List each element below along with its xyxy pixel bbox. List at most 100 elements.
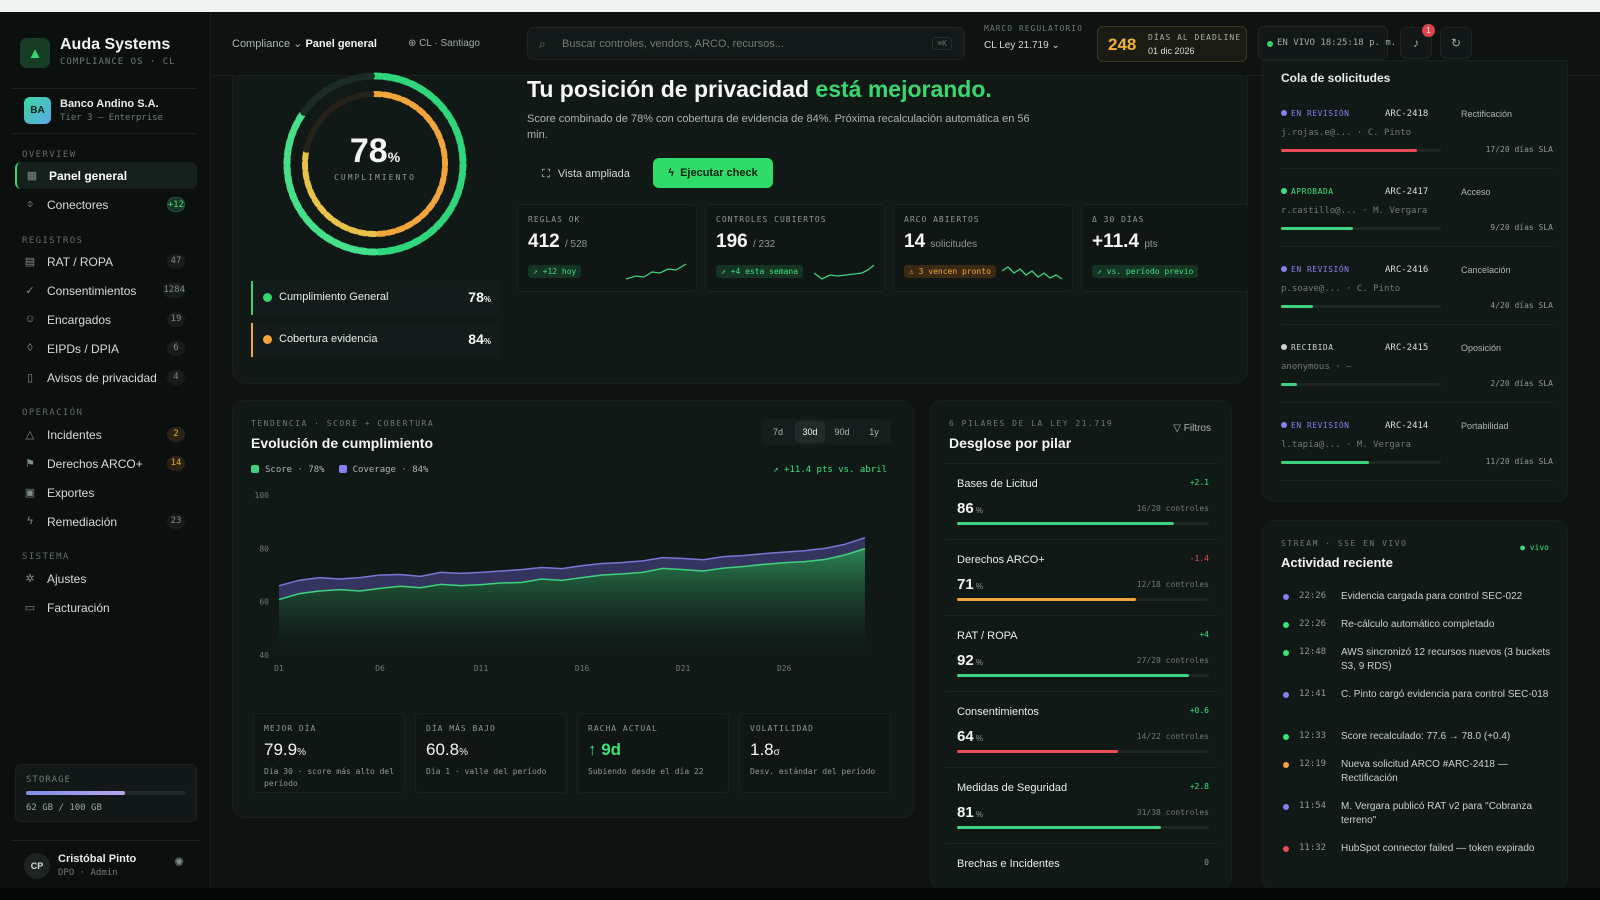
sidebar: ▲ Auda Systems COMPLIANCE OS · CL BA Ban… (0, 12, 211, 888)
gauge-segment (440, 146, 448, 159)
check-icon: ✓ (25, 284, 35, 297)
stat-label: VOLATILIDAD (750, 724, 814, 733)
range-30d[interactable]: 30d (795, 421, 825, 443)
activity-text: M. Vergara publicó RAT v2 para "Cobranza… (1341, 801, 1533, 826)
range-7d[interactable]: 7d (772, 427, 783, 437)
request-owner: p.soave@... · C. Pinto (1281, 284, 1401, 294)
pillar-score-unit: % (973, 734, 984, 743)
sidebar-item-panel-general[interactable]: ▦ Panel general (15, 162, 197, 189)
gauge-segment (335, 98, 347, 108)
live-clock: EN VIVO 18:25:18 p. m. (1258, 26, 1396, 60)
pillar-row[interactable]: Derechos ARCO+ -1.4 71 % 12/18 controles (945, 539, 1217, 613)
pillar-row[interactable]: Consentimientos +0.6 64 % 14/22 controles (945, 691, 1217, 765)
sidebar-item-conectores[interactable]: ⌽ Conectores +12 (15, 191, 197, 218)
sla-text: 2/20 días SLA (1490, 379, 1553, 388)
run-check-button[interactable]: ϟ Ejecutar check (653, 158, 773, 188)
gauge-segment (451, 124, 462, 137)
pillar-row[interactable]: Bases de Licitud +2.1 86 % 16/20 controles (945, 463, 1217, 537)
queue-item[interactable]: EN REVISIÓN ARC-2414 Portabilidad l.tapia@.… (1281, 409, 1553, 481)
org-switcher[interactable]: BA Banco Andino S.A. Tier 3 — Enterprise (12, 88, 197, 134)
range-90d[interactable]: 90d (834, 427, 850, 437)
search-input[interactable]: ⌕ Buscar controles, vendors, ARCO, recur… (527, 27, 965, 60)
activity-time: 22:26 (1299, 591, 1327, 601)
activity-item: 11:32 HubSpot connector failed — token ex… (1281, 841, 1549, 869)
gauge-segment (316, 204, 327, 215)
pillar-row[interactable]: RAT / ROPA +4 92 % 27/29 controles (945, 615, 1217, 689)
settings-icon[interactable]: ✺ (174, 855, 185, 869)
sidebar-item-facturacion[interactable]: ▭ Facturación (15, 594, 197, 621)
queue-item[interactable]: EN REVISIÓN ARC-2416 Cancelación p.soave@..… (1281, 253, 1553, 325)
gauge-segment (425, 201, 436, 213)
stat-number: 60.8 (426, 740, 460, 759)
sidebar-item-remediacion[interactable]: ϟ Remediación 23 (15, 508, 197, 535)
sidebar-item-ajustes[interactable]: ✲ Ajustes (15, 565, 197, 592)
kpi-sub: pts (1144, 239, 1158, 250)
sla-text: 4/20 días SLA (1490, 301, 1553, 310)
pillar-score-number: 81 (957, 804, 974, 821)
sidebar-item-incidentes[interactable]: △ Incidentes 2 (15, 421, 197, 448)
gauge-segment (398, 76, 412, 86)
gauge-segment (292, 199, 303, 212)
pillar-row[interactable]: Brechas e Incidentes 0 (945, 843, 1217, 889)
activity-tag: STREAM · SSE EN VIVO (1281, 539, 1408, 548)
filters-button[interactable]: ▽ Filtros (1173, 423, 1211, 434)
gauge-segment (283, 145, 292, 159)
breadcrumb-root[interactable]: Compliance (232, 38, 291, 50)
pillar-row[interactable]: Medidas de Seguridad +2.8 81 % 31/38 contro… (945, 767, 1217, 841)
gauge-segment (308, 221, 320, 233)
stat-volatility: VOLATILIDAD 1.8σ Desv. estándar del perí… (739, 713, 891, 793)
activity-dot-icon (1283, 734, 1289, 740)
activity-dot-icon (1283, 692, 1289, 698)
notifications-button[interactable]: ♪ 1 (1400, 24, 1435, 59)
sidebar-item-avisos[interactable]: ▯ Avisos de privacidad 4 (15, 364, 197, 391)
brand-name: Auda Systems (60, 36, 171, 53)
pillar-score: 92 % (957, 652, 983, 669)
kpi-tag: ↗ +4 esta semana (716, 265, 804, 278)
sidebar-item-exportes[interactable]: ▣ Exportes (15, 479, 197, 506)
status-text: EN REVISIÓN (1291, 421, 1350, 430)
gauge-segment (320, 109, 332, 120)
gauge-segment (306, 97, 318, 109)
org-name: Banco Andino S.A. (60, 98, 159, 110)
sla-track (1281, 383, 1441, 386)
activity-item: 22:26 Evidencia cargada para control SEC-… (1281, 589, 1549, 617)
bolt-icon: ϟ (668, 167, 675, 179)
refresh-button[interactable]: ↻ (1440, 27, 1472, 59)
queue-item[interactable]: EN REVISIÓN ARC-2418 Rectificación j.rojas.… (1281, 97, 1553, 169)
live-indicator: ● vivo (1520, 543, 1549, 552)
sidebar-item-encargados[interactable]: ☺ Encargados 19 (15, 306, 197, 333)
gauge-segment (384, 246, 397, 255)
sla-fill (1281, 305, 1313, 308)
sidebar-item-derechos-arco[interactable]: ⚑ Derechos ARCO+ 14 (15, 450, 197, 477)
range-1y[interactable]: 1y (869, 427, 879, 437)
count-badge: 1284 (163, 283, 185, 298)
pillar-controls: 27/29 controles (1136, 656, 1209, 665)
deadline-days: 248 (1108, 35, 1137, 54)
location-selector[interactable]: ⊕ CL · Santiago (408, 38, 480, 49)
status-dot-icon (1281, 344, 1287, 350)
kpi-sub: solicitudes (930, 239, 978, 250)
user-card[interactable]: CP Cristóbal Pinto DPO · Admin ✺ (12, 840, 200, 888)
sidebar-item-rat-ropa[interactable]: ▤ RAT / ROPA 47 (15, 248, 197, 275)
chart-legend: Score · 78% Coverage · 84% (251, 465, 428, 475)
live-text: EN VIVO 18:25:18 p. m. (1277, 38, 1397, 48)
queue-item[interactable]: APROBADA ARC-2417 Acceso r.castillo@... · M… (1281, 175, 1553, 247)
activity-item: 12:41 C. Pinto cargó evidencia para contr… (1281, 687, 1549, 715)
request-id: ARC-2415 (1385, 343, 1429, 353)
section-registros: REGISTROS (22, 236, 84, 246)
gauge-segment (441, 165, 448, 178)
sidebar-item-label: Exportes (47, 486, 95, 500)
kpi-value: +11.4 pts (1092, 231, 1158, 253)
breadcrumb: Compliance ⌄ Panel general (232, 37, 377, 50)
queue-item[interactable]: RECIBIDA ARC-2415 Oposición anonymous · — 2/… (1281, 331, 1553, 403)
sidebar-item-eipds[interactable]: ◊ EIPDs / DPIA 6 (15, 335, 197, 362)
gauge-segment (312, 91, 324, 103)
expanded-view-button[interactable]: ⛶ Vista ampliada (527, 160, 645, 188)
gauge-segment (302, 150, 309, 163)
request-type: Oposición (1461, 343, 1502, 353)
sidebar-item-consentimientos[interactable]: ✓ Consentimientos 1284 (15, 277, 197, 304)
sidebar-item-label: Panel general (49, 169, 128, 183)
regulatory-framework-selector[interactable]: MARCO REGULATORIO CL Ley 21.719 ⌄ (984, 24, 1092, 64)
gauge-segment (284, 173, 293, 186)
activity-dot-icon (1283, 622, 1289, 628)
